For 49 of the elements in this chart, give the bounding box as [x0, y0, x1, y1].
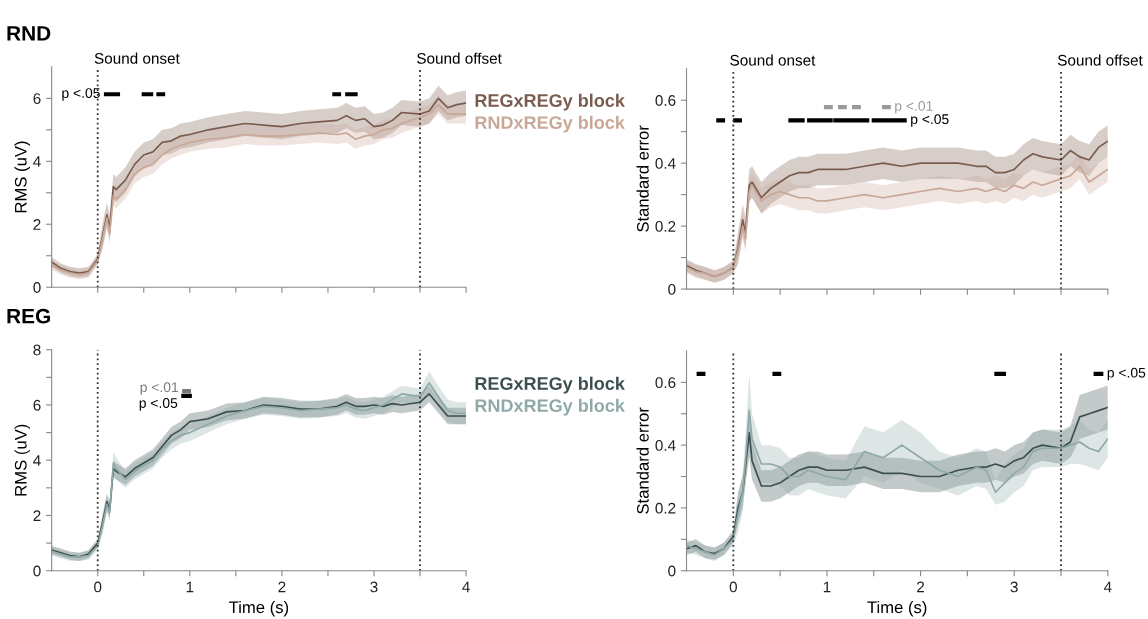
x-axis-title: Time (s) — [229, 600, 289, 617]
series-label: REGxREGy block — [475, 93, 625, 111]
series-label: p <.05 — [139, 398, 178, 411]
y-axis-title: RMS (uV) — [14, 424, 30, 496]
x-axis-title: Time (s) — [867, 600, 927, 617]
y-tick-label: 4 — [33, 156, 41, 167]
series-label: RNDxREGy block — [475, 398, 625, 416]
chart-title: REG — [7, 308, 50, 324]
series-label: REGxREGy block — [475, 376, 625, 394]
series-label: RNDxREGy block — [475, 115, 625, 133]
x-tick-label: 0 — [94, 581, 102, 593]
y-tick-label: 2 — [33, 219, 41, 230]
series-label: p <.01 — [140, 382, 179, 395]
y-tick-label: 0.6 — [655, 377, 676, 389]
ref-line-label: Sound onset — [94, 52, 180, 64]
series-label: p <.05 — [62, 88, 100, 101]
y-tick-label: 8 — [33, 344, 41, 356]
y-tick-label: 0.6 — [655, 95, 676, 106]
y-tick-label: 6 — [33, 399, 41, 411]
ref-line-label: Sound offset — [417, 52, 502, 64]
chart-title: RND — [7, 26, 51, 41]
x-tick-label: 4 — [1103, 581, 1112, 593]
y-tick-label: 0.2 — [655, 220, 676, 232]
x-tick-label: 1 — [823, 581, 831, 593]
x-tick-label: 4 — [462, 581, 470, 593]
series-label: p <.01 — [895, 101, 933, 114]
y-tick-label: 0 — [668, 565, 676, 577]
y-tick-label: 0 — [33, 565, 41, 577]
y-tick-label: 2 — [33, 510, 41, 522]
y-tick-label: 0.2 — [655, 502, 676, 514]
y-axis-title: Standard error — [636, 125, 649, 232]
y-axis-title: Standard error — [636, 407, 649, 514]
y-tick-label: 0.4 — [655, 158, 676, 169]
ref-line-label: Sound offset — [1057, 54, 1143, 66]
series-label: p <.05 — [1107, 367, 1146, 381]
x-tick-label: 3 — [370, 581, 378, 593]
y-axis-title: RMS (uV) — [14, 141, 30, 213]
x-tick-label: 1 — [186, 581, 194, 593]
y-tick-label: 0.4 — [655, 440, 676, 451]
x-tick-label: 2 — [917, 581, 925, 593]
x-tick-label: 0 — [729, 581, 737, 593]
series-label: p <.05 — [911, 114, 949, 127]
y-tick-label: 0 — [33, 282, 41, 293]
y-tick-label: 0 — [668, 283, 676, 295]
ref-line-label: Sound onset — [730, 54, 816, 66]
y-tick-label: 6 — [33, 93, 41, 105]
y-tick-label: 4 — [33, 455, 41, 466]
x-tick-label: 2 — [278, 581, 286, 593]
x-tick-label: 3 — [1010, 581, 1018, 593]
